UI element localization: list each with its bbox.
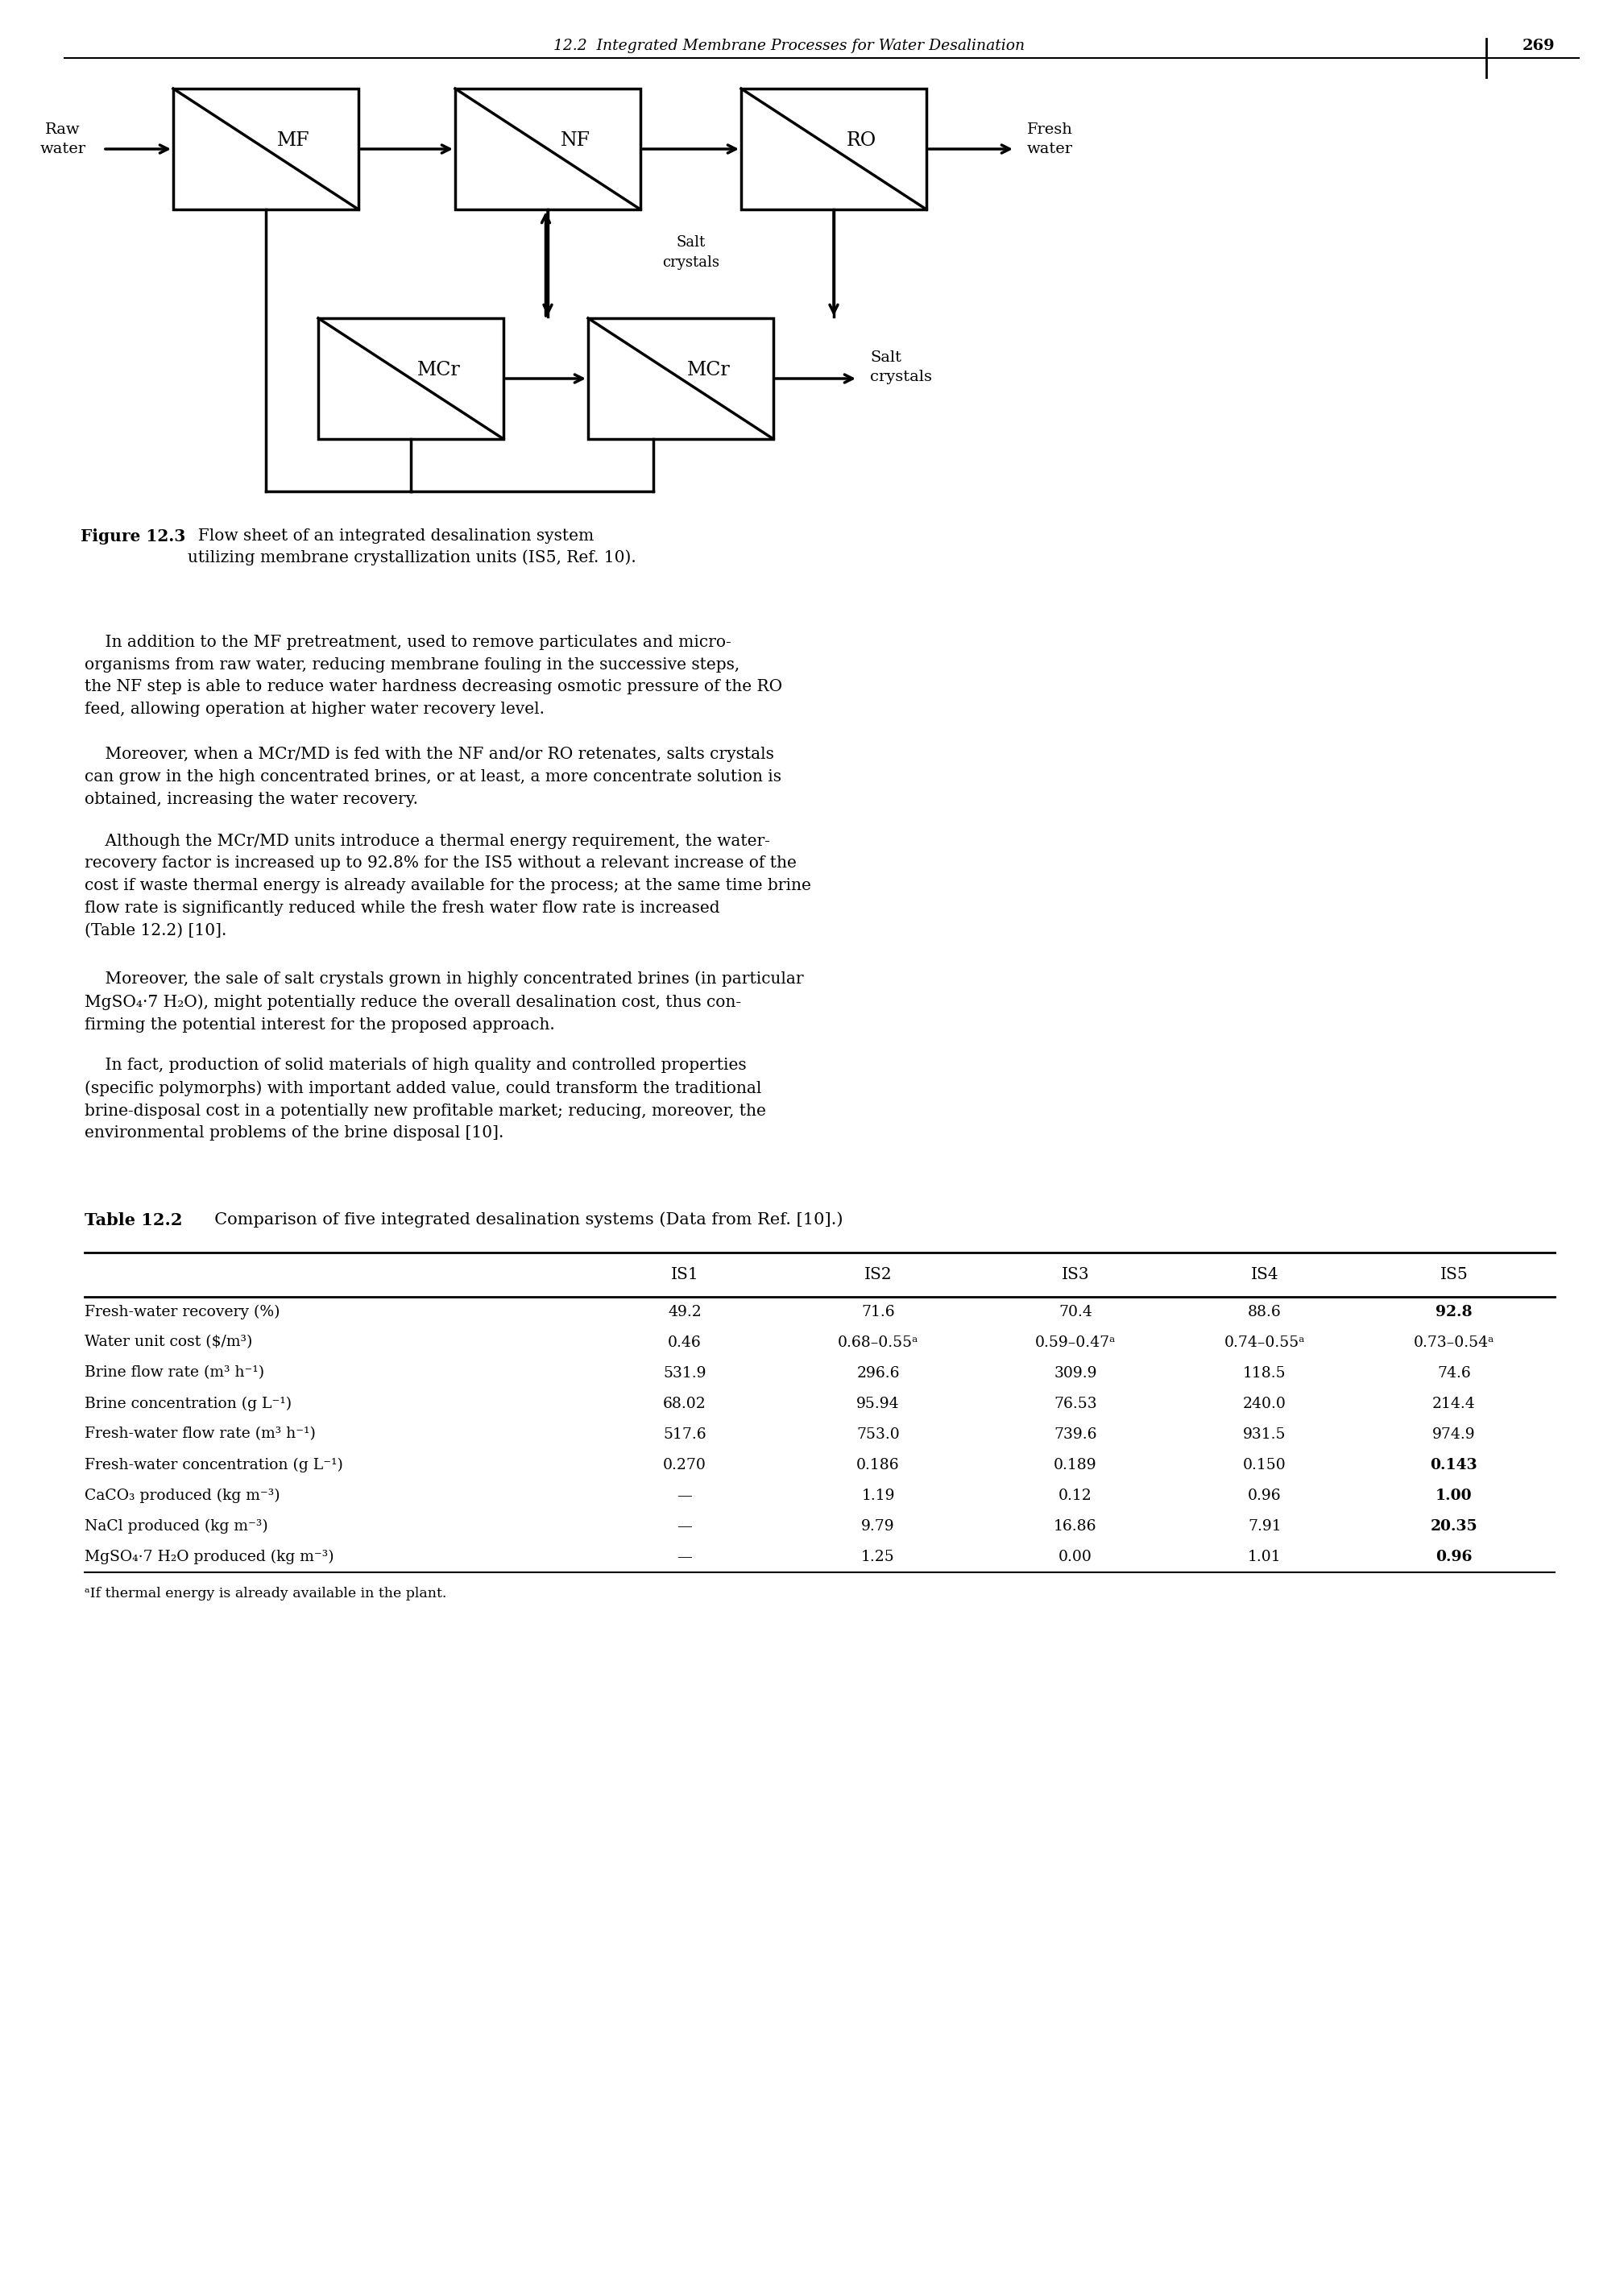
- Text: 0.150: 0.150: [1242, 1456, 1286, 1472]
- Text: 1.01: 1.01: [1247, 1550, 1281, 1564]
- Text: 0.270: 0.270: [663, 1456, 706, 1472]
- Text: MCr: MCr: [417, 362, 460, 380]
- Text: MCr: MCr: [687, 362, 731, 380]
- Text: 214.4: 214.4: [1432, 1397, 1476, 1411]
- Text: ᵃIf thermal energy is already available in the plant.: ᵃIf thermal energy is already available …: [84, 1587, 447, 1601]
- Text: MgSO₄·7 H₂O produced (kg m⁻³): MgSO₄·7 H₂O produced (kg m⁻³): [84, 1550, 335, 1564]
- Text: 68.02: 68.02: [663, 1397, 706, 1411]
- Text: 9.79: 9.79: [861, 1518, 895, 1534]
- Text: 7.91: 7.91: [1247, 1518, 1281, 1534]
- Text: Table 12.2: Table 12.2: [84, 1211, 182, 1227]
- Text: 16.86: 16.86: [1054, 1518, 1096, 1534]
- Text: 0.12: 0.12: [1059, 1488, 1093, 1502]
- Text: Brine concentration (g L⁻¹): Brine concentration (g L⁻¹): [84, 1397, 292, 1411]
- Text: Moreover, the sale of salt crystals grown in highly concentrated brines (in part: Moreover, the sale of salt crystals grow…: [84, 971, 804, 1033]
- Text: 70.4: 70.4: [1059, 1305, 1093, 1319]
- Text: NaCl produced (kg m⁻³): NaCl produced (kg m⁻³): [84, 1518, 268, 1534]
- Text: 88.6: 88.6: [1247, 1305, 1281, 1319]
- Text: 95.94: 95.94: [856, 1397, 900, 1411]
- Text: 76.53: 76.53: [1054, 1397, 1098, 1411]
- Text: RO: RO: [846, 131, 877, 149]
- Text: 0.74–0.55ᵃ: 0.74–0.55ᵃ: [1224, 1335, 1306, 1349]
- Text: 118.5: 118.5: [1242, 1365, 1286, 1381]
- Text: Flow sheet of an integrated desalination system
utilizing membrane crystallizati: Flow sheet of an integrated desalination…: [188, 529, 637, 566]
- Text: 0.73–0.54ᵃ: 0.73–0.54ᵃ: [1413, 1335, 1494, 1349]
- Text: 71.6: 71.6: [861, 1305, 895, 1319]
- Text: IS2: IS2: [864, 1266, 892, 1282]
- Text: Although the MCr/MD units introduce a thermal energy requirement, the water-
rec: Although the MCr/MD units introduce a th…: [84, 834, 810, 939]
- Text: 0.00: 0.00: [1059, 1550, 1093, 1564]
- Bar: [174, 89, 359, 208]
- Text: 739.6: 739.6: [1054, 1427, 1096, 1440]
- Text: 12.2  Integrated Membrane Processes for Water Desalination: 12.2 Integrated Membrane Processes for W…: [554, 39, 1025, 53]
- Text: Water unit cost ($/m³): Water unit cost ($/m³): [84, 1335, 252, 1349]
- Text: 1.19: 1.19: [861, 1488, 895, 1502]
- Text: 20.35: 20.35: [1431, 1518, 1478, 1534]
- Text: IS1: IS1: [671, 1266, 698, 1282]
- Text: Raw
water: Raw water: [41, 124, 86, 156]
- Text: 0.96: 0.96: [1247, 1488, 1281, 1502]
- Text: In addition to the MF pretreatment, used to remove particulates and micro-
organ: In addition to the MF pretreatment, used…: [84, 634, 783, 717]
- Text: Fresh
water: Fresh water: [1026, 124, 1073, 156]
- Text: 1.25: 1.25: [861, 1550, 895, 1564]
- Text: —: —: [677, 1488, 692, 1502]
- Text: 0.189: 0.189: [1054, 1456, 1098, 1472]
- Text: Brine flow rate (m³ h⁻¹): Brine flow rate (m³ h⁻¹): [84, 1365, 265, 1381]
- Text: In fact, production of solid materials of high quality and controlled properties: In fact, production of solid materials o…: [84, 1058, 767, 1140]
- Text: 74.6: 74.6: [1437, 1365, 1471, 1381]
- Text: 309.9: 309.9: [1054, 1365, 1096, 1381]
- Text: 0.186: 0.186: [856, 1456, 900, 1472]
- Text: Comparison of five integrated desalination systems (Data from Ref. [10].): Comparison of five integrated desalinati…: [203, 1211, 843, 1227]
- Text: 753.0: 753.0: [856, 1427, 900, 1440]
- Text: 296.6: 296.6: [856, 1365, 900, 1381]
- Text: 531.9: 531.9: [663, 1365, 706, 1381]
- Bar: [318, 318, 503, 440]
- Text: 0.96: 0.96: [1436, 1550, 1473, 1564]
- Text: Fresh-water concentration (g L⁻¹): Fresh-water concentration (g L⁻¹): [84, 1456, 343, 1472]
- Text: Figure 12.3: Figure 12.3: [81, 529, 185, 545]
- Bar: [588, 318, 773, 440]
- Text: —: —: [677, 1550, 692, 1564]
- Text: IS3: IS3: [1062, 1266, 1090, 1282]
- Text: Salt
crystals: Salt crystals: [663, 236, 719, 270]
- Text: IS5: IS5: [1440, 1266, 1468, 1282]
- Text: 0.143: 0.143: [1431, 1456, 1478, 1472]
- Text: 0.46: 0.46: [667, 1335, 702, 1349]
- Text: 49.2: 49.2: [667, 1305, 702, 1319]
- Text: Fresh-water flow rate (m³ h⁻¹): Fresh-water flow rate (m³ h⁻¹): [84, 1427, 315, 1440]
- Text: Moreover, when a MCr/MD is fed with the NF and/or RO retenates, salts crystals
c: Moreover, when a MCr/MD is fed with the …: [84, 747, 781, 806]
- Bar: [455, 89, 640, 208]
- Bar: [741, 89, 926, 208]
- Text: 931.5: 931.5: [1244, 1427, 1286, 1440]
- Text: 0.68–0.55ᵃ: 0.68–0.55ᵃ: [838, 1335, 919, 1349]
- Text: 269: 269: [1522, 39, 1554, 53]
- Text: CaCO₃ produced (kg m⁻³): CaCO₃ produced (kg m⁻³): [84, 1488, 279, 1502]
- Text: Fresh-water recovery (%): Fresh-water recovery (%): [84, 1305, 279, 1319]
- Text: IS4: IS4: [1250, 1266, 1278, 1282]
- Text: Salt
crystals: Salt crystals: [870, 350, 932, 385]
- Text: 92.8: 92.8: [1436, 1305, 1473, 1319]
- Text: 517.6: 517.6: [663, 1427, 706, 1440]
- Text: —: —: [677, 1518, 692, 1534]
- Text: 240.0: 240.0: [1242, 1397, 1286, 1411]
- Text: 974.9: 974.9: [1432, 1427, 1476, 1440]
- Text: 0.59–0.47ᵃ: 0.59–0.47ᵃ: [1034, 1335, 1116, 1349]
- Text: MF: MF: [278, 131, 310, 149]
- Text: 1.00: 1.00: [1436, 1488, 1473, 1502]
- Text: NF: NF: [560, 131, 591, 149]
